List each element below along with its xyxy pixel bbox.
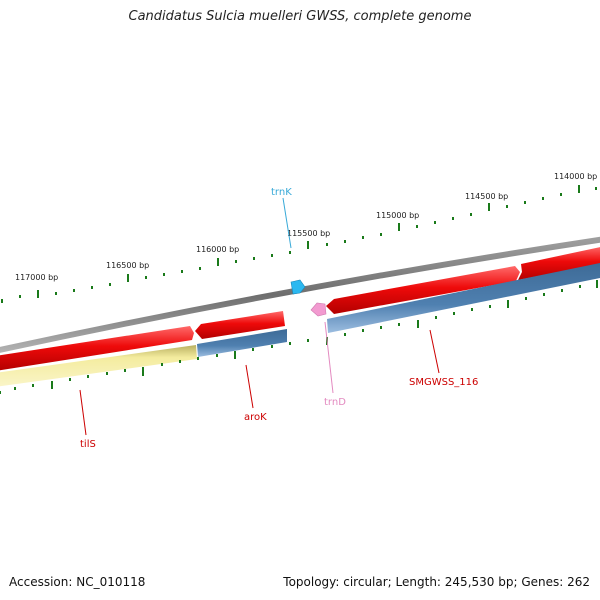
accession-text: Accession: NC_010118 bbox=[9, 575, 146, 589]
tils-gene-arrow[interactable] bbox=[0, 326, 194, 371]
forward-gene-arrow-right[interactable] bbox=[518, 246, 600, 280]
arok-gene-block[interactable] bbox=[197, 329, 287, 357]
tils-leader-line bbox=[79, 389, 87, 436]
tick-label: 115500 bp bbox=[287, 229, 330, 238]
tick-label: 116000 bp bbox=[196, 245, 239, 254]
tick-label: 117000 bp bbox=[15, 273, 58, 282]
tick-labels: 117000 bp 116500 bp 116000 bp 115500 bp … bbox=[15, 172, 597, 282]
arok-label[interactable]: aroK bbox=[244, 412, 267, 423]
trnk-marker[interactable] bbox=[290, 279, 306, 295]
smgwss-leader-line bbox=[429, 329, 440, 374]
outer-tick-row bbox=[1, 185, 597, 303]
smgwss-116-label[interactable]: SMGWSS_116 bbox=[409, 377, 478, 388]
tils-label[interactable]: tilS bbox=[80, 439, 96, 450]
tick-label: 116500 bp bbox=[106, 261, 149, 270]
trnd-marker[interactable] bbox=[310, 302, 327, 317]
smgwss-116-gene-block[interactable] bbox=[327, 262, 600, 333]
tick-label: 114500 bp bbox=[465, 192, 508, 201]
trnd-leader-line bbox=[324, 321, 334, 394]
tick-label: 114000 bp bbox=[554, 172, 597, 181]
map-title: Candidatus Sulcia muelleri GWSS, complet… bbox=[128, 9, 472, 24]
genome-summary-text: Topology: circular; Length: 245,530 bp; … bbox=[283, 575, 590, 589]
genome-backbone bbox=[0, 236, 600, 353]
arok-neighbor-gene-arrow[interactable] bbox=[195, 311, 285, 339]
tils-band[interactable] bbox=[0, 345, 197, 387]
trnk-leader-line bbox=[282, 197, 292, 249]
inner-tick-row bbox=[0, 280, 598, 394]
trnd-label[interactable]: trnD bbox=[324, 397, 346, 408]
tick-label: 115000 bp bbox=[376, 211, 419, 220]
arok-leader-line bbox=[245, 364, 254, 409]
trnk-label[interactable]: trnK bbox=[271, 187, 292, 198]
smgwss-upstream-gene-arrow[interactable] bbox=[326, 266, 520, 314]
